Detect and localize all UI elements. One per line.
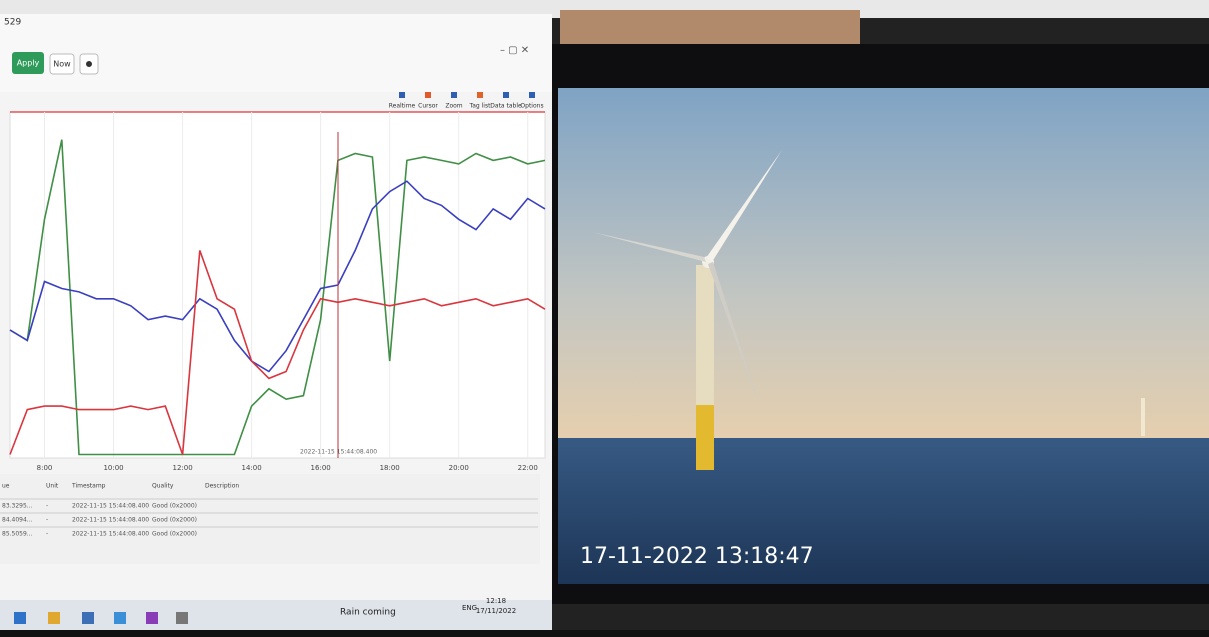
table-cell: Good (0x2000) [152, 531, 197, 538]
now-label[interactable]: Now [53, 60, 71, 69]
toolbar-label[interactable]: Cursor [418, 103, 438, 110]
x-tick-label: 10:00 [103, 464, 123, 472]
table-cell: - [46, 517, 48, 524]
table-cell: Good (0x2000) [152, 517, 197, 524]
plot-area [10, 112, 545, 458]
table-cell: 83.3295... [2, 503, 33, 510]
x-tick-label: 14:00 [242, 464, 262, 472]
x-tick-label: 18:00 [380, 464, 400, 472]
cursor-label: 2022-11-15 15:44:08.400 [300, 449, 377, 456]
table-cell: 85.5059... [2, 531, 33, 538]
toolbar-icon[interactable] [399, 92, 405, 98]
stop-icon [86, 61, 92, 67]
weather[interactable]: Rain coming [340, 608, 396, 618]
table-cell: Good (0x2000) [152, 503, 197, 510]
toolbar-label[interactable]: Options [520, 103, 543, 110]
distant-turbine [1141, 398, 1145, 436]
x-tick-label: 20:00 [449, 464, 469, 472]
toolbar-icon[interactable] [529, 92, 535, 98]
turbine-foundation [696, 405, 714, 470]
x-tick-label: 12:00 [172, 464, 192, 472]
clock-time[interactable]: 12:18 [486, 597, 506, 605]
table-cell: - [46, 531, 48, 538]
page: 529 – ▢ ✕ Apply Now RealtimeCursor Zoom Ta… [0, 0, 1209, 637]
scene: 529 – ▢ ✕ Apply Now RealtimeCursor Zoom Ta… [0, 0, 1209, 637]
toolbar-label[interactable]: Tag list [469, 103, 492, 110]
toolbar-icon[interactable] [477, 92, 483, 98]
taskbar-icon[interactable] [48, 612, 60, 624]
camera-sky [558, 88, 1209, 440]
table-cell: 84.4094... [2, 517, 33, 524]
taskbar-icon[interactable] [82, 612, 94, 624]
taskbar-icon[interactable] [146, 612, 158, 624]
toolbar-icon[interactable] [451, 92, 457, 98]
toolbar-label[interactable]: Realtime [389, 103, 416, 110]
toolbar-icon[interactable] [503, 92, 509, 98]
window-title: 529 [4, 18, 21, 28]
clock-date[interactable]: 17/11/2022 [476, 607, 516, 615]
table-header: ue [2, 483, 10, 490]
table-header: Description [205, 483, 239, 490]
taskbar-icon[interactable] [14, 612, 26, 624]
window-header [0, 14, 552, 92]
taskbar-icon[interactable] [176, 612, 188, 624]
camera-timestamp: 17-11-2022 13:18:47 [580, 544, 814, 569]
toolbar-icon[interactable] [425, 92, 431, 98]
x-tick-label: 8:00 [37, 464, 53, 472]
window-controls: – ▢ ✕ [500, 45, 529, 56]
table-header: Timestamp [71, 483, 106, 490]
apply-label[interactable]: Apply [17, 59, 40, 68]
toolbar-label[interactable]: Data table [490, 103, 522, 110]
table-header: Quality [152, 483, 174, 490]
taskbar-icon[interactable] [114, 612, 126, 624]
table-header: Unit [46, 483, 59, 490]
x-tick-label: 22:00 [518, 464, 538, 472]
toolbar-label[interactable]: Zoom [445, 103, 462, 110]
bezel [0, 630, 1209, 637]
table-cell: 2022-11-15 15:44:08.400 [72, 503, 149, 510]
table-cell: - [46, 503, 48, 510]
table-cell: 2022-11-15 15:44:08.400 [72, 517, 149, 524]
table-cell: 2022-11-15 15:44:08.400 [72, 531, 149, 538]
x-tick-label: 16:00 [311, 464, 331, 472]
